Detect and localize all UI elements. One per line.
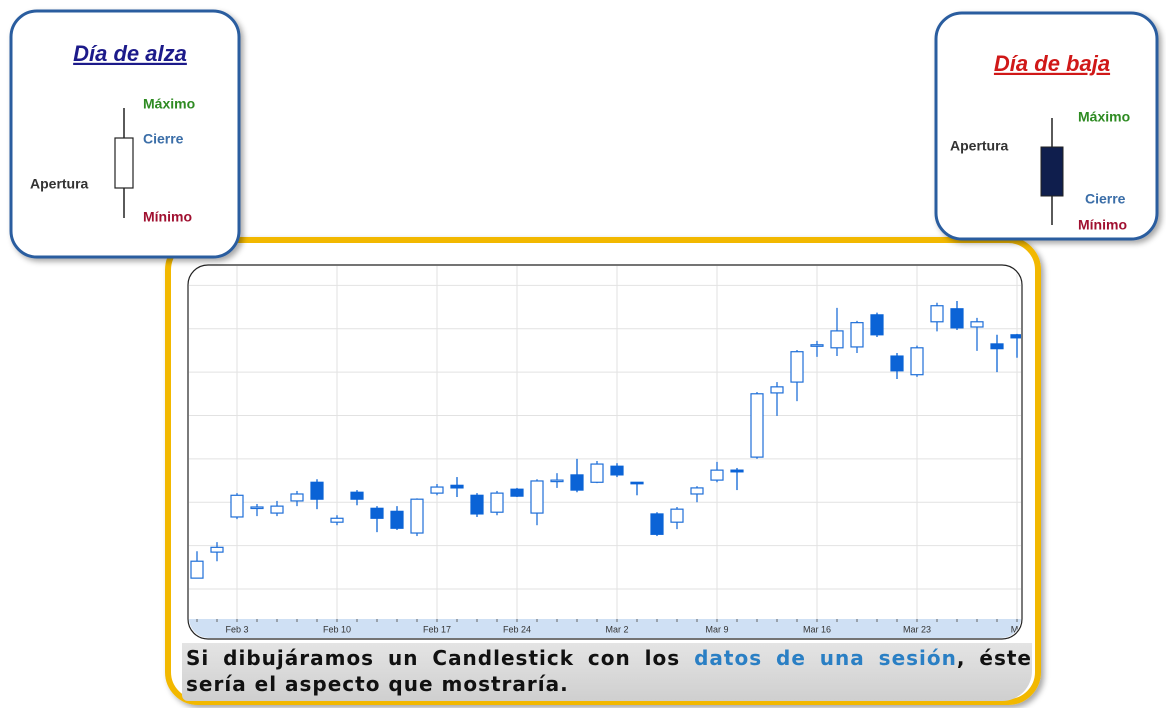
candle-body: [930, 305, 944, 323]
x-tick-label: Mar 23: [903, 624, 931, 634]
candle-body: [350, 491, 364, 500]
x-axis-band: [189, 619, 1021, 638]
x-tick-label: Feb 17: [423, 624, 451, 634]
candle-body: [790, 351, 804, 383]
candle-body: [210, 546, 224, 553]
candle-body: [330, 517, 344, 523]
caption-text: Si dibujáramos un Candlestick con los: [186, 646, 695, 670]
candle-body: [990, 343, 1004, 350]
legend-box: [9, 9, 241, 259]
candle-body: [290, 493, 304, 502]
x-tick-label: Mar 9: [705, 624, 728, 634]
legend-box: [934, 11, 1159, 241]
candle-body: [114, 137, 134, 189]
label: Máximo: [1078, 109, 1130, 125]
candle-body: [530, 480, 544, 514]
candle-body: [890, 355, 904, 372]
x-tick-label: Mar 2: [605, 624, 628, 634]
candle-body: [430, 486, 444, 494]
candle-body: [850, 322, 864, 348]
candle-body: [510, 488, 524, 497]
label: Cierre: [1085, 191, 1126, 207]
candle-body: [770, 386, 784, 394]
candle-body: [450, 484, 464, 489]
legend-title: Día de baja: [994, 51, 1110, 76]
candle-body: [970, 321, 984, 328]
candle-body: [250, 506, 264, 510]
candle-body: [410, 498, 424, 534]
candle-body: [310, 481, 324, 500]
legend-title: Día de alza: [73, 41, 187, 66]
caption-text: , éste sería el aspecto que mostraría.: [186, 646, 1032, 696]
candle-body: [570, 474, 584, 491]
candle-body: [670, 508, 684, 523]
label: Apertura: [950, 138, 1009, 154]
x-tick-label: Ma: [1011, 624, 1024, 634]
plot-frame: [187, 264, 1023, 640]
candle-body: [270, 505, 284, 514]
candle-body: [590, 463, 604, 483]
candle-body: [650, 513, 664, 535]
candle-body: [730, 469, 744, 473]
caption: Si dibujáramos un Candlestick con los da…: [182, 643, 1032, 701]
candle-body: [190, 560, 204, 579]
candle-body: [830, 330, 844, 349]
label: Mínimo: [1078, 217, 1127, 233]
candle-body: [490, 492, 504, 513]
candle-body: [810, 344, 824, 347]
candle-body: [550, 479, 564, 483]
candle-body: [870, 314, 884, 336]
up-day-legend: Día de alza Máximo Cierre Apertura Mínim…: [9, 9, 241, 259]
candle-body: [710, 469, 724, 481]
label: Mínimo: [143, 209, 192, 225]
plot: Feb 3 Feb 10 Feb 17 Feb 24 Mar 2 Mar 9 Mar 16 M…: [189, 266, 1024, 638]
candle-body: [610, 465, 624, 476]
label: Cierre: [143, 131, 184, 147]
candle-body: [390, 510, 404, 529]
candle-body: [1040, 146, 1064, 197]
candle-body: [750, 393, 764, 458]
candle-body: [470, 494, 484, 515]
x-tick-label: Feb 3: [225, 624, 248, 634]
candle-body: [950, 308, 964, 329]
candle-body: [630, 481, 644, 485]
down-day-legend: Día de baja Máximo Apertura Cierre Mínim…: [934, 11, 1159, 241]
x-tick-label: Feb 10: [323, 624, 351, 634]
caption-highlight: datos de una sesión: [694, 646, 957, 670]
x-tick-label: Mar 16: [803, 624, 831, 634]
candle-body: [230, 494, 244, 518]
candle-body: [1010, 334, 1021, 339]
label: Máximo: [143, 96, 195, 112]
label: Apertura: [30, 176, 89, 192]
candle-body: [370, 507, 384, 519]
candle-body: [690, 487, 704, 495]
candle-body: [910, 347, 924, 376]
x-tick-label: Feb 24: [503, 624, 531, 634]
